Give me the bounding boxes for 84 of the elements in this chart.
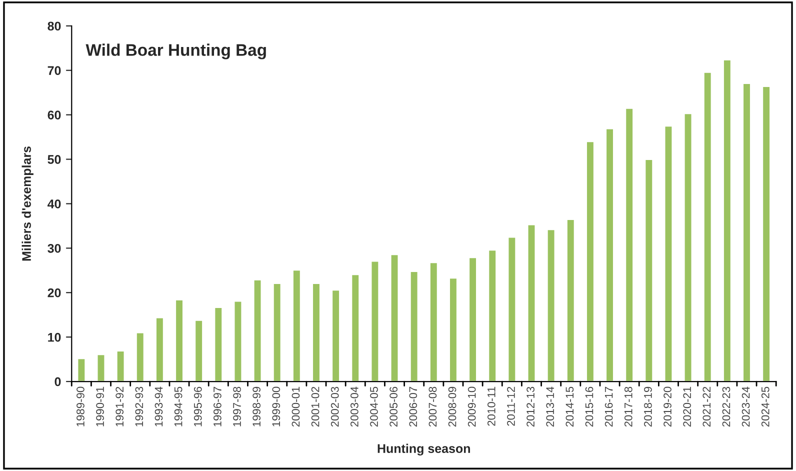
bar: [526, 224, 536, 382]
x-tick-label: 1999-00: [272, 386, 280, 426]
bar: [116, 350, 126, 382]
x-tick-label: 2013-14: [546, 386, 554, 427]
y-tick-label: 0: [54, 377, 61, 386]
y-axis-title: Miliers d'exemplars: [22, 146, 34, 261]
x-tick-label: 2014-15: [566, 386, 574, 427]
bar: [136, 332, 145, 382]
x-tick-label: 2003-04: [350, 386, 358, 427]
x-tick-label: 2006-07: [409, 386, 418, 427]
bar: [742, 82, 752, 382]
x-tick-label: 2000-01: [292, 386, 300, 427]
bar: [155, 316, 164, 382]
bar: [370, 260, 380, 382]
x-tick-label: 2008-09: [448, 386, 456, 427]
x-tick-label: 1990-91: [96, 386, 104, 426]
x-tick-label: 2005-06: [390, 386, 398, 427]
x-tick-label: 1993-94: [154, 386, 163, 426]
y-tick-label: 20: [48, 288, 61, 298]
x-tick-label: 1997-98: [233, 386, 241, 426]
y-tick-label: 70: [48, 66, 61, 76]
bar: [605, 128, 614, 382]
bar: [566, 218, 576, 382]
x-tick-label: 2016-17: [604, 386, 613, 427]
bar: [683, 112, 693, 382]
x-tick-label: 2012-13: [526, 386, 534, 427]
bar: [762, 86, 771, 382]
y-tick-label: 60: [48, 110, 61, 120]
x-tick-label: 2004-05: [370, 386, 378, 427]
bar: [448, 277, 458, 382]
x-tick-label: 2010-11: [487, 386, 496, 426]
bar: [214, 306, 224, 382]
bar: [233, 300, 243, 382]
bar: [174, 299, 184, 382]
x-tick-label: 1994-95: [174, 386, 182, 426]
x-tick-label: 2018-19: [644, 386, 652, 427]
x-tick-label: 2001-02: [311, 386, 320, 427]
bar: [722, 58, 732, 382]
x-tick-label: 1992-93: [135, 386, 144, 426]
x-tick-label: 2007-08: [428, 386, 437, 427]
bar: [624, 107, 634, 382]
text: Wild Boar Hunting Bag: [86, 44, 266, 60]
bar: [390, 254, 400, 382]
x-tick-label: 1989-90: [76, 386, 84, 426]
bar: [292, 269, 302, 382]
bar: [272, 282, 282, 382]
bar: [468, 256, 478, 382]
bar: [331, 289, 340, 382]
bar: [703, 71, 712, 382]
bar: [644, 158, 654, 382]
x-tick-label: 2009-10: [468, 386, 476, 427]
y-tick-label: 40: [48, 200, 61, 208]
y-tick-label: 30: [48, 244, 61, 253]
x-tick-label: 1991-92: [116, 386, 124, 426]
bar: [76, 358, 86, 382]
x-tick-label: 2015-16: [585, 386, 594, 427]
bar: [507, 236, 517, 382]
y-tick-label: 10: [48, 332, 61, 342]
x-tick-label: 2020-21: [683, 386, 692, 427]
x-tick-label: 1998-99: [252, 386, 261, 426]
bar: [488, 249, 497, 382]
x-tick-label: 1996-97: [214, 386, 222, 426]
x-tick-label: 2024-25: [761, 386, 770, 427]
x-tick-label: 2023-24: [742, 386, 750, 427]
bar: [546, 228, 556, 382]
x-tick-label: 2022-23: [722, 386, 730, 427]
x-tick-label: 2019-20: [664, 386, 672, 427]
x-tick-label: 2002-03: [330, 386, 339, 427]
bar: [312, 282, 321, 382]
bar: [350, 274, 360, 382]
x-tick-label: 2021-22: [702, 386, 711, 427]
x-axis-title: Hunting season: [378, 444, 470, 456]
y-tick-label: 50: [48, 155, 61, 164]
bar: [409, 270, 419, 382]
y-tick-label: 80: [48, 22, 61, 31]
bar: [252, 279, 262, 382]
bar: [194, 319, 204, 382]
bar: [586, 140, 595, 382]
x-tick-label: 2011-12: [507, 386, 515, 426]
x-tick-label: 2017-18: [624, 386, 632, 427]
bar: [664, 125, 674, 382]
bar: [96, 354, 106, 382]
bar: [429, 262, 438, 382]
x-tick-label: 1995-96: [194, 386, 202, 426]
